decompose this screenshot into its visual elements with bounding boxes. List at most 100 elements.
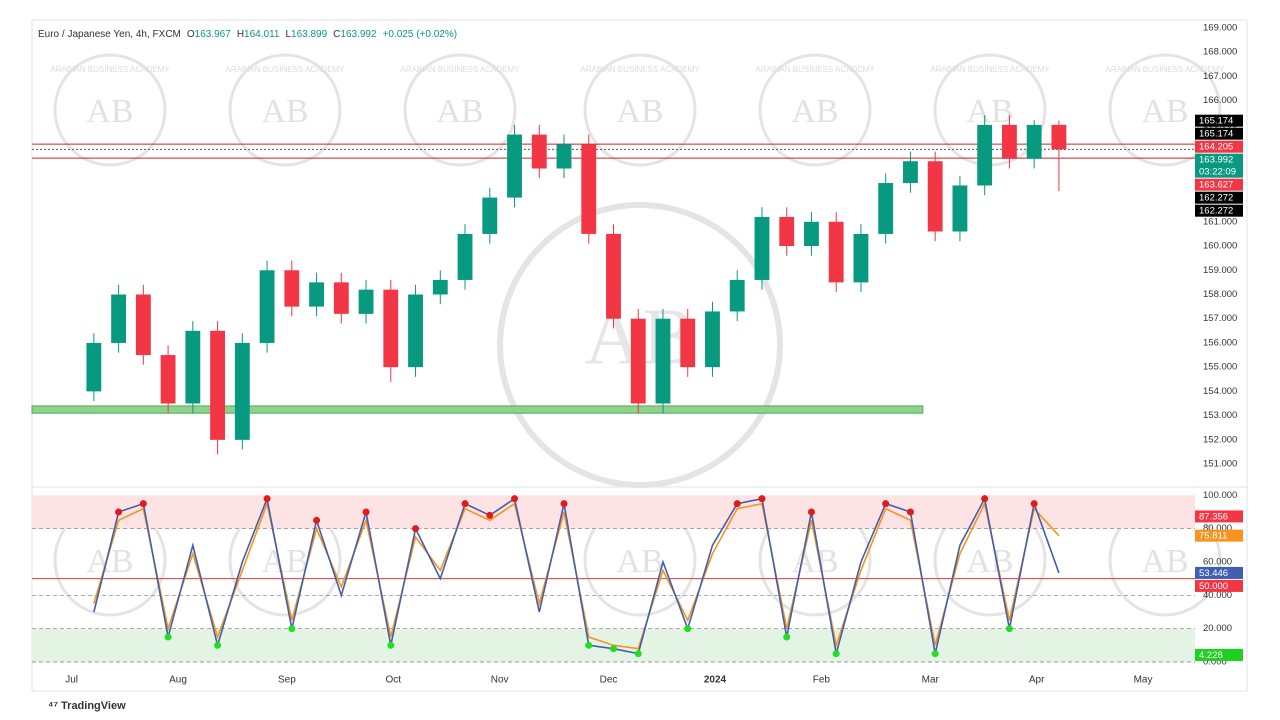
- price-label: 162.272: [1199, 206, 1233, 217]
- x-tick-label: Mar: [922, 675, 940, 686]
- x-tick-label: Sep: [278, 675, 296, 686]
- candle-body: [556, 144, 572, 169]
- price-label-bg: [1195, 191, 1243, 204]
- y-tick-label: 156.000: [1203, 337, 1237, 348]
- watermark-logo: AB: [436, 93, 483, 130]
- extreme-marker: [634, 650, 642, 658]
- ohlc-value: 163.992: [340, 29, 377, 40]
- watermark-logo: AB: [1141, 93, 1188, 130]
- watermark-ring: [1108, 53, 1222, 167]
- candle-body: [432, 279, 448, 295]
- candle-body: [284, 270, 300, 307]
- price-label: 164.205: [1199, 142, 1233, 153]
- x-tick-label: Aug: [169, 675, 187, 686]
- y-tick-label: 0.000: [1203, 657, 1227, 668]
- extreme-marker: [362, 508, 370, 516]
- watermark-text: ARABIAN BUSINESS ACADEMY: [400, 65, 520, 74]
- extreme-marker: [1030, 500, 1038, 508]
- price-label-bg: [1195, 529, 1243, 542]
- x-tick-label: 2024: [704, 675, 727, 686]
- x-tick-label: Jul: [65, 675, 78, 686]
- ohlc-key: C: [333, 29, 340, 40]
- candle-body: [111, 294, 127, 343]
- watermark-ring: [403, 53, 517, 167]
- ohlc-key: H: [237, 29, 244, 40]
- x-tick-label: Nov: [491, 675, 509, 686]
- x-tick-label: May: [1134, 675, 1153, 686]
- band: [32, 495, 1195, 529]
- extreme-marker: [486, 511, 494, 519]
- extreme-marker: [560, 500, 568, 508]
- watermark-logo: AB: [791, 93, 838, 130]
- candle-body: [754, 216, 770, 280]
- candle-body: [705, 311, 720, 368]
- ohlc-value: 163.967: [195, 29, 232, 40]
- candle-body: [828, 221, 844, 283]
- y-tick-label: 157.000: [1203, 313, 1237, 324]
- price-label-bg: [1195, 127, 1243, 140]
- candle-body: [927, 161, 943, 232]
- candle-body: [1051, 124, 1067, 150]
- extreme-marker: [733, 500, 741, 508]
- price-label: 165.174: [1199, 116, 1233, 127]
- price-label-bg: [1195, 114, 1243, 127]
- watermark-logo: AB: [86, 93, 133, 130]
- frame: [31, 19, 1248, 692]
- price-label-bg: [1195, 153, 1243, 178]
- candle-body: [259, 270, 275, 343]
- watermark-ring: [583, 53, 697, 167]
- price-label: 75.811: [1199, 531, 1227, 542]
- price-label-bg: [1195, 178, 1243, 191]
- price-label: 53.446: [1199, 568, 1228, 579]
- legend-header: Euro / Japanese Yen, 4h, FXCM O163.967 H16…: [38, 29, 457, 40]
- candle-body: [804, 221, 819, 247]
- candle-body: [977, 124, 993, 186]
- price-label-bg: [1195, 204, 1243, 217]
- y-tick-label: 40.000: [1203, 590, 1232, 601]
- x-tick-label: Apr: [1029, 675, 1045, 686]
- price-label: 165.174: [1199, 129, 1233, 140]
- extreme-marker: [783, 633, 791, 641]
- extreme-marker: [263, 495, 271, 503]
- y-tick-label: 153.000: [1203, 410, 1237, 421]
- extreme-marker: [610, 645, 617, 653]
- candle-body: [234, 342, 250, 440]
- extreme-marker: [387, 641, 395, 649]
- extreme-marker: [288, 625, 296, 633]
- watermark-logo: AB: [1141, 543, 1188, 580]
- extreme-marker: [511, 495, 519, 503]
- y-tick-label: 60.000: [1203, 557, 1232, 568]
- price-label-bg: [1195, 140, 1243, 153]
- candle-body: [680, 318, 696, 368]
- watermark-text: ARABIAN BUSINESS ACADEMY: [1105, 65, 1225, 74]
- candle-body: [729, 279, 745, 312]
- extreme-marker: [313, 516, 321, 524]
- candle-body: [185, 330, 201, 404]
- candle-body: [309, 282, 324, 307]
- candle-body: [457, 233, 473, 280]
- watermark-text: ARABIAN BUSINESS ACADEMY: [50, 65, 170, 74]
- y-tick-label: 166.000: [1203, 95, 1237, 106]
- y-tick-label: 80.000: [1203, 523, 1232, 534]
- y-tick-label: 20.000: [1203, 623, 1232, 634]
- watermark-logo: AB: [261, 93, 308, 130]
- ohlc-value: 164.011: [244, 29, 280, 40]
- watermark-ring: [53, 53, 167, 167]
- candle-body: [1026, 124, 1042, 159]
- price-label-bg: [1195, 648, 1243, 661]
- extreme-marker: [758, 495, 766, 503]
- watermark-ring: [758, 53, 872, 167]
- x-tick-label: Dec: [600, 675, 618, 686]
- ohlc-value: 163.899: [291, 29, 328, 40]
- price-label: 4.228: [1199, 650, 1223, 661]
- y-tick-label: 159.000: [1203, 265, 1237, 276]
- y-tick-label: 158.000: [1203, 289, 1237, 300]
- candle-body: [878, 183, 894, 234]
- candle-body: [853, 233, 869, 283]
- candle-body: [1001, 124, 1017, 159]
- price-label: 163.627: [1199, 180, 1233, 191]
- extreme-marker: [115, 508, 123, 516]
- candle-body: [779, 216, 795, 247]
- candle-body: [135, 294, 151, 356]
